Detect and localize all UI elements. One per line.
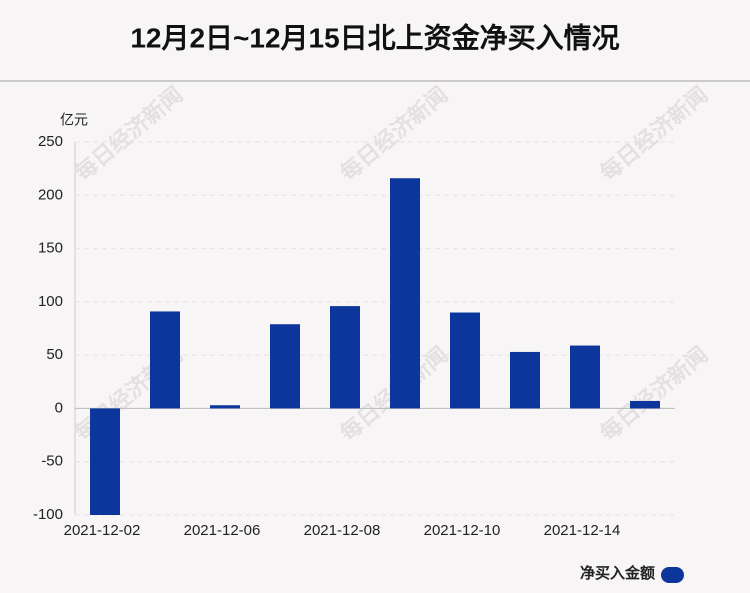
x-tick-label: 2021-12-08 xyxy=(304,522,381,539)
y-tick-label: 100 xyxy=(38,293,63,310)
y-tick-label: 50 xyxy=(46,346,63,363)
y-tick-label: 200 xyxy=(38,186,63,203)
watermark: 每日经济新闻 xyxy=(70,82,187,186)
bar xyxy=(450,312,480,409)
x-tick-label: 2021-12-02 xyxy=(64,522,141,539)
bar xyxy=(630,400,660,409)
bar xyxy=(270,324,300,409)
legend-label: 净买入金额 xyxy=(580,564,655,582)
y-tick-label: 0 xyxy=(55,399,63,416)
bar xyxy=(90,408,120,515)
bar xyxy=(570,345,600,409)
bar xyxy=(330,306,360,409)
legend-swatch xyxy=(661,567,684,583)
bar xyxy=(390,178,420,409)
watermark: 每日经济新闻 xyxy=(595,82,712,186)
y-tick-label: -50 xyxy=(41,453,63,470)
y-tick-label: 150 xyxy=(38,240,63,257)
bar xyxy=(210,405,240,409)
x-tick-label: 2021-12-10 xyxy=(424,522,501,539)
y-tick-label: 250 xyxy=(38,133,63,150)
bar xyxy=(510,351,540,409)
bar xyxy=(150,311,180,409)
y-tick-label: -100 xyxy=(33,506,63,523)
x-tick-label: 2021-12-14 xyxy=(544,522,621,539)
watermark: 每日经济新闻 xyxy=(335,82,452,186)
watermark: 每日经济新闻 xyxy=(595,342,712,446)
chart-title: 12月2日~12月15日北上资金净买入情况 xyxy=(130,21,619,53)
x-tick-label: 2021-12-06 xyxy=(184,522,261,539)
y-unit: 亿元 xyxy=(60,112,88,128)
